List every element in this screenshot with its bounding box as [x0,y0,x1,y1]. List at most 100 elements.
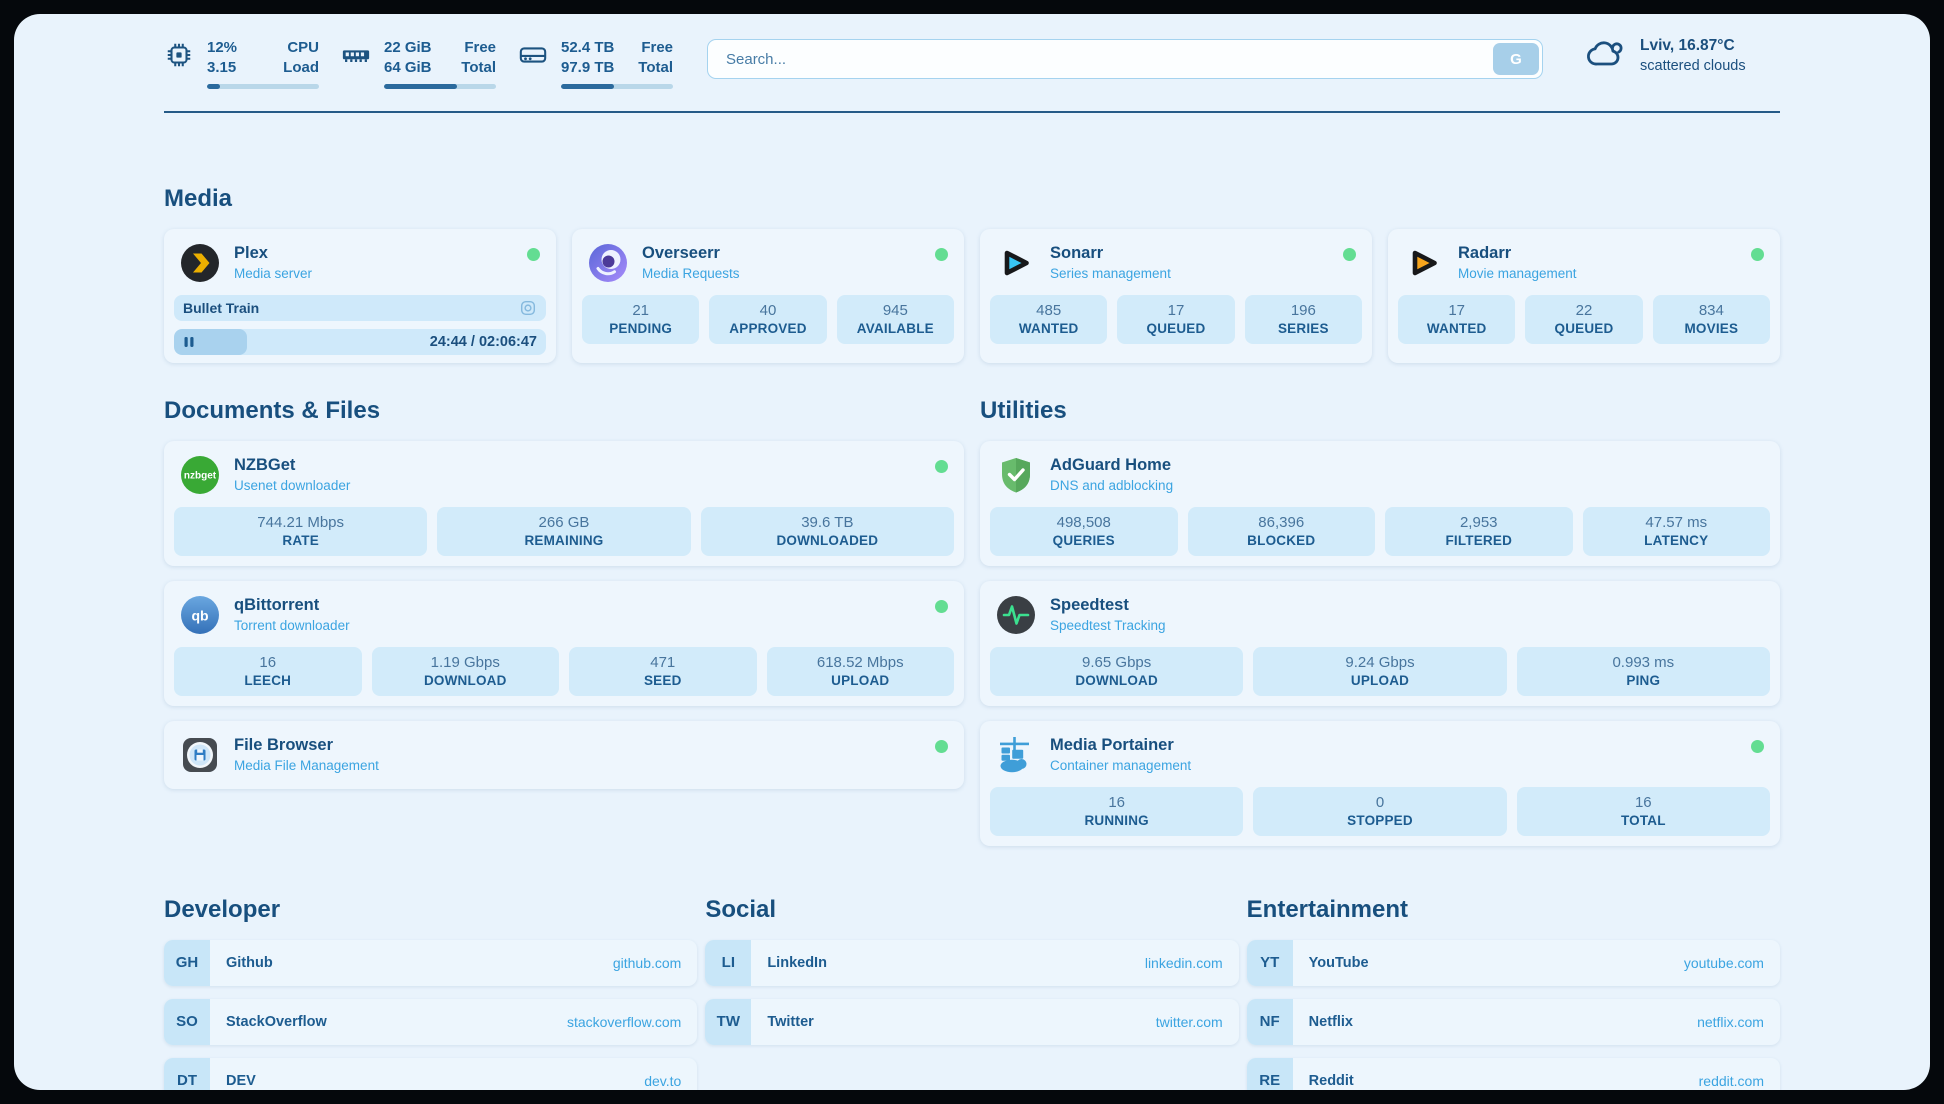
overseerr-card[interactable]: Overseerr Media Requests 21 PENDING 40 A… [572,228,964,363]
stat-available: 945 AVAILABLE [836,294,954,344]
bookmark-linkedin[interactable]: LI LinkedIn linkedin.com [705,939,1239,986]
stat-rate: 744.21 Mbps RATE [174,506,428,556]
cpu-percent: 12% [207,39,238,56]
stat-download: 1.19 Gbps DOWNLOAD [371,646,559,696]
developer-title: Developer [164,895,281,923]
pause-icon[interactable] [183,336,195,348]
app-desc: Series management [1050,266,1171,282]
app-name: Speedtest [1050,595,1129,614]
top-bar: 12% 3.15 CPU Load [164,32,1780,89]
entertainment-bookmarks: Entertainment YT YouTube youtube.com NF … [1246,895,1780,1090]
status-dot [935,599,948,613]
stat-download: 9.65 Gbps DOWNLOAD [990,646,1244,696]
bookmark-stackoverflow[interactable]: SO StackOverflow stackoverflow.com [164,998,698,1045]
developer-bookmarks: Developer GH Github github.com SO StackO… [164,895,698,1090]
search-input[interactable] [707,39,1543,79]
stat-queued: 17 QUEUED [1117,294,1235,344]
cpu-monitor: 12% 3.15 CPU Load [164,38,319,89]
app-name: Sonarr [1050,243,1104,262]
bookmark-url: linkedin.com [1144,954,1223,971]
disk-label: Free [641,39,673,56]
status-dot [935,739,948,753]
qbittorrent-icon: qb [180,595,220,635]
svg-text:nzbget: nzbget [184,470,217,481]
app-desc: Media Requests [642,266,740,282]
bookmark-reddit[interactable]: RE Reddit reddit.com [1246,1057,1780,1090]
disk-progress-fill [561,83,614,89]
system-monitors: 12% 3.15 CPU Load [164,38,673,89]
app-name: File Browser [234,735,334,754]
documents-section: Documents & Files nzbget NZBGet Usenet d… [164,397,964,789]
stat-upload: 618.52 Mbps UPLOAD [766,646,954,696]
stat-upload: 9.24 Gbps UPLOAD [1253,646,1507,696]
sonarr-icon [996,243,1036,283]
adguard-card[interactable]: AdGuard Home DNS and adblocking 498,508 … [980,440,1780,566]
video-icon [519,299,537,317]
app-name: Overseerr [642,243,720,262]
search-bar: G [707,39,1543,79]
app-desc: Movie management [1458,266,1577,282]
radarr-card[interactable]: Radarr Movie management 17 WANTED 22 QUE… [1388,228,1780,363]
disk-total: 97.9 TB [561,58,615,76]
stat-stopped: 0 STOPPED [1253,786,1507,836]
entertainment-title: Entertainment [1246,895,1409,923]
social-bookmarks: Social LI LinkedIn linkedin.com TW Twitt… [705,896,1239,1090]
bookmark-url: stackoverflow.com [566,1013,682,1030]
bookmark-url: youtube.com [1683,954,1764,971]
bookmark-netflix[interactable]: NF Netflix netflix.com [1246,998,1780,1045]
bookmark-url: dev.to [644,1072,682,1089]
portainer-card[interactable]: Media Portainer Container management 16 … [980,720,1780,846]
speedtest-card[interactable]: Speedtest Speedtest Tracking 9.65 Gbps D… [980,580,1780,706]
stat-pending: 21 PENDING [582,294,700,344]
stat-wanted: 17 WANTED [1398,294,1516,344]
utilities-section: Utilities AdGuard Home DNS and adblockin… [980,397,1780,846]
app-desc: Media server [234,266,313,282]
app-name: Radarr [1458,243,1512,262]
qbittorrent-card[interactable]: qb qBittorrent Torrent downloader 16 LEE… [164,580,964,706]
bookmark-abbr: NF [1246,998,1293,1045]
stat-leech: 16 LEECH [174,646,362,696]
radarr-icon [1404,243,1444,283]
bookmark-dev[interactable]: DT DEV dev.to [164,1057,698,1090]
app-desc: Usenet downloader [234,478,351,494]
filebrowser-icon [180,735,220,775]
stat-blocked: 86,396 BLOCKED [1187,506,1375,556]
plex-card[interactable]: Plex Media server Bullet Train [164,228,556,363]
now-playing-title: Bullet Train [183,299,260,316]
bookmark-abbr: DT [164,1057,210,1090]
documents-section-title: Documents & Files [164,396,381,424]
bookmark-twitter[interactable]: TW Twitter twitter.com [705,998,1239,1045]
memory-label-2: Total [461,58,496,76]
app-name: NZBGet [234,455,296,474]
media-section-title: Media [164,184,233,212]
cloud-icon [1585,35,1627,76]
stat-movies: 834 MOVIES [1652,294,1770,344]
bookmark-name: YouTube [1308,954,1369,971]
bookmark-abbr: GH [164,939,210,986]
stat-wanted: 485 WANTED [990,294,1108,344]
cpu-icon [164,38,194,89]
cpu-progress-bar [207,83,319,89]
nzbget-card[interactable]: nzbget NZBGet Usenet downloader 744.21 M… [164,440,964,566]
disk-free: 52.4 TB [561,39,615,56]
bookmark-name: StackOverflow [226,1013,327,1030]
stat-remaining: 266 GB REMAINING [437,506,691,556]
bookmark-github[interactable]: GH Github github.com [164,939,698,986]
sonarr-card[interactable]: Sonarr Series management 485 WANTED 17 Q… [980,228,1372,363]
bookmark-name: Github [226,954,273,971]
status-dot [935,459,948,473]
stat-filtered: 2,953 FILTERED [1385,506,1573,556]
bookmark-youtube[interactable]: YT YouTube youtube.com [1246,939,1780,986]
bookmark-name: DEV [226,1072,256,1089]
svg-text:qb: qb [191,607,208,623]
filebrowser-card[interactable]: File Browser Media File Management [164,720,964,789]
memory-progress-fill [384,83,457,89]
status-dot [1751,247,1764,261]
app-name: AdGuard Home [1050,455,1172,474]
disk-progress-bar [561,83,673,89]
bookmark-url: netflix.com [1697,1013,1764,1030]
playback-progress-row[interactable]: 24:44 / 02:06:47 [174,328,546,355]
dashboard-panel: 12% 3.15 CPU Load [14,14,1930,1090]
search-provider-button[interactable]: G [1493,43,1539,75]
